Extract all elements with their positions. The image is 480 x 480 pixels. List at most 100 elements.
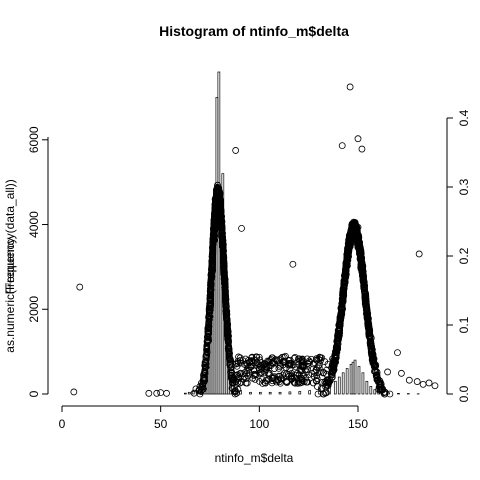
- overlay-point: [275, 372, 283, 380]
- overlay-point: [361, 287, 368, 295]
- overlay-point: [384, 368, 392, 376]
- overlay-point: [246, 358, 254, 366]
- overlay-point: [398, 369, 405, 377]
- overlay-point: [312, 376, 320, 384]
- overlay-point: [233, 389, 241, 397]
- overlay-point: [236, 379, 244, 387]
- overlay-point: [298, 374, 305, 382]
- overlay-point: [205, 314, 212, 321]
- y-axis-label-overlay: as.numeric(Frequency(data_all)): [3, 179, 17, 352]
- overlay-point: [225, 351, 233, 359]
- overlay-point: [258, 368, 266, 376]
- overlay-point: [305, 371, 312, 379]
- overlay-point: [237, 356, 244, 364]
- overlay-point: [373, 373, 381, 381]
- overlay-point: [234, 373, 242, 381]
- overlay-point: [362, 300, 370, 308]
- histogram-bar: [191, 391, 195, 395]
- overlay-point: [363, 312, 371, 320]
- overlay-point: [212, 200, 220, 208]
- y-right-tick-label: 0.3: [457, 178, 471, 195]
- overlay-point: [330, 365, 338, 373]
- overlay-point: [346, 234, 354, 242]
- histogram-bar: [268, 391, 272, 395]
- y-left-tick-label: 6000: [27, 126, 41, 153]
- overlay-point: [232, 147, 240, 154]
- overlay-point: [206, 298, 214, 306]
- overlay-point: [425, 379, 433, 387]
- overlay-point: [288, 369, 295, 377]
- overlay-point: [359, 268, 367, 275]
- x-axis: 0 50 100 150: [59, 405, 368, 431]
- overlay-point: [217, 215, 225, 223]
- overlay-point: [209, 243, 217, 251]
- overlay-point: [336, 329, 344, 337]
- overlay-point: [356, 251, 364, 259]
- overlay-point: [323, 370, 330, 378]
- overlay-point: [342, 270, 350, 278]
- overlay-point: [337, 313, 345, 321]
- overlay-point: [339, 293, 347, 301]
- overlay-point: [206, 313, 214, 320]
- overlay-point: [208, 266, 216, 274]
- overlay-point: [199, 383, 206, 391]
- overlay-point: [206, 287, 214, 295]
- overlay-point: [208, 270, 215, 278]
- histogram-bar: [361, 372, 365, 395]
- x-axis-label: ntinfo_m$delta: [215, 451, 294, 465]
- overlay-point: [201, 368, 209, 376]
- overlay-point: [319, 378, 327, 386]
- overlay-point: [198, 383, 206, 390]
- overlay-point: [245, 366, 253, 374]
- overlay-point: [359, 262, 367, 270]
- overlay-point: [360, 276, 368, 284]
- overlay-point: [224, 328, 232, 336]
- histogram-bar: [373, 389, 377, 395]
- overlay-point: [207, 283, 215, 290]
- overlay-point: [370, 359, 378, 366]
- overlay-point: [210, 226, 218, 234]
- overlay-point: [215, 194, 223, 202]
- overlay-point: [70, 388, 78, 396]
- y-right-tick-label: 0.1: [457, 316, 471, 333]
- overlay-point: [360, 281, 368, 288]
- overlay-point: [339, 297, 346, 305]
- overlay-point: [365, 326, 373, 334]
- overlay-point: [340, 277, 348, 285]
- y-left-tick-label: 2000: [27, 296, 41, 323]
- overlay-point: [222, 306, 230, 314]
- overlay-point: [375, 383, 383, 391]
- overlay-point: [312, 356, 320, 364]
- overlay-point: [256, 377, 263, 385]
- overlay-point: [364, 315, 372, 323]
- overlay-point: [229, 379, 237, 386]
- overlay-point: [221, 279, 228, 287]
- overlay-point: [220, 269, 228, 277]
- overlay-point: [419, 380, 427, 388]
- overlay-point: [276, 361, 284, 369]
- overlay-point: [254, 360, 262, 368]
- overlay-point: [221, 274, 228, 282]
- overlay-point: [376, 379, 384, 387]
- overlay-point: [304, 366, 312, 374]
- overlay-point: [221, 283, 229, 290]
- x-tick-label: 50: [154, 417, 168, 431]
- histogram-bar: [249, 391, 252, 395]
- overlay-point: [279, 371, 287, 379]
- overlay-point: [413, 378, 421, 385]
- overlay-point: [394, 349, 401, 357]
- histogram-bar: [357, 366, 361, 395]
- overlay-point: [328, 361, 336, 369]
- overlay-point: [209, 231, 217, 239]
- overlay-point: [206, 309, 213, 317]
- histogram-bar: [184, 392, 187, 395]
- overlay-point: [362, 296, 370, 304]
- overlay-point: [364, 312, 371, 320]
- overlay-point: [207, 278, 215, 286]
- overlay-point: [366, 331, 374, 339]
- overlay-point: [204, 329, 212, 337]
- overlay-point: [261, 369, 268, 377]
- overlay-point: [322, 366, 330, 374]
- histogram-bar: [187, 391, 191, 395]
